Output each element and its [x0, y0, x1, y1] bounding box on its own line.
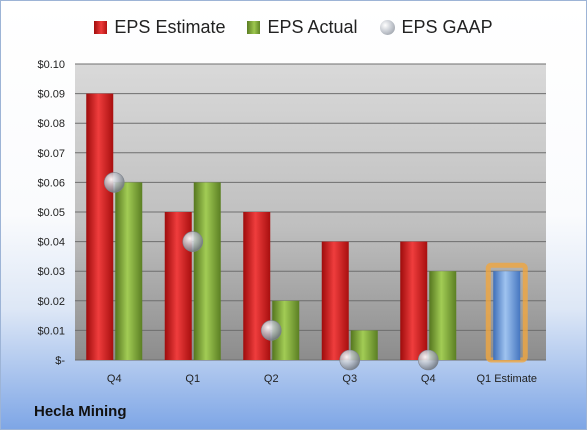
y-tick-label: $-	[55, 355, 65, 367]
y-tick-label: $0.06	[37, 177, 65, 189]
point-eps-gaap	[182, 231, 204, 252]
point-eps-gaap	[339, 349, 361, 371]
point-eps-gaap	[417, 349, 439, 371]
bar-eps-actual	[429, 271, 457, 360]
legend-swatch-estimate	[94, 21, 108, 34]
y-tick-label: $0.01	[37, 325, 65, 337]
legend-item-gaap: EPS GAAP	[379, 17, 493, 38]
chart-legend: EPS Estimate EPS Actual EPS GAAP	[1, 17, 586, 38]
y-tick-label: $0.10	[37, 59, 65, 71]
point-eps-gaap	[260, 320, 282, 341]
point-eps-gaap	[103, 172, 125, 193]
legend-label-gaap: EPS GAAP	[401, 17, 493, 37]
y-tick-label: $0.03	[37, 266, 65, 278]
legend-label-estimate: EPS Estimate	[114, 17, 226, 37]
y-tick-label: $0.04	[37, 237, 65, 249]
bar-eps-estimate	[321, 241, 349, 360]
y-tick-label: $0.07	[37, 148, 65, 160]
legend-label-actual: EPS Actual	[267, 17, 358, 37]
bar-eps-estimate	[400, 241, 428, 360]
company-name: Hecla Mining	[34, 403, 127, 420]
legend-item-estimate: EPS Estimate	[94, 17, 225, 38]
legend-swatch-actual	[247, 21, 261, 34]
x-tick-label: Q1 Estimate	[476, 373, 537, 385]
bar-eps-actual	[193, 182, 221, 360]
x-tick-label: Q2	[264, 373, 279, 385]
y-tick-label: $0.08	[37, 118, 65, 130]
y-tick-label: $0.02	[37, 296, 65, 308]
legend-item-actual: EPS Actual	[247, 17, 358, 38]
legend-swatch-gaap	[379, 20, 395, 35]
x-tick-label: Q1	[185, 373, 200, 385]
bar-eps-actual	[115, 182, 143, 360]
y-tick-label: $0.05	[37, 207, 65, 219]
bar-eps-estimate	[86, 93, 114, 360]
bar-eps-projected	[493, 271, 521, 360]
x-tick-label: Q4	[107, 373, 122, 385]
y-tick-label: $0.09	[37, 89, 65, 101]
x-tick-label: Q3	[342, 373, 357, 385]
x-tick-label: Q4	[421, 373, 436, 385]
